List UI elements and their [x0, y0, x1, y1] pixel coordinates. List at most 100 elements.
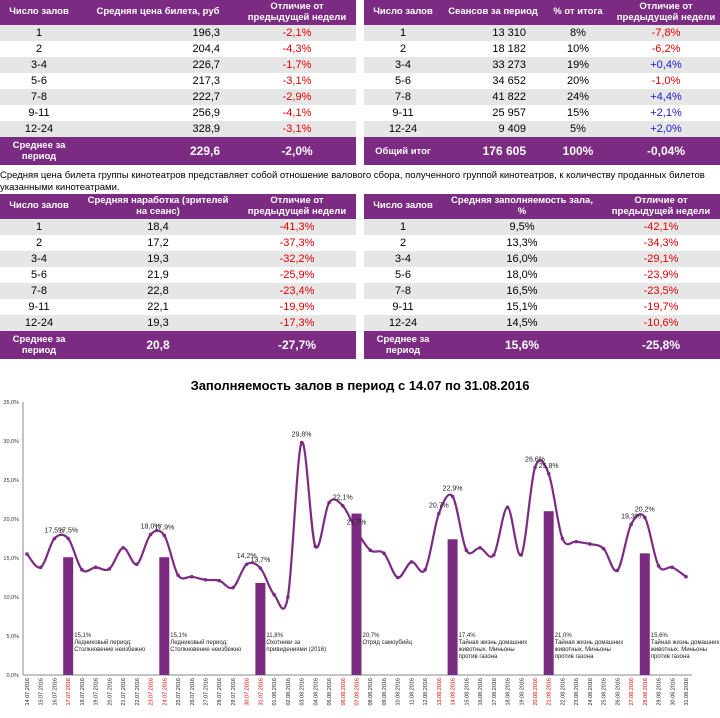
- table-row: 9-11 25 957 15% +2,1%: [364, 105, 720, 121]
- x-tick-label: 09.08.2016: [382, 678, 388, 706]
- table-row: 7-8 22,8 -23,4%: [0, 283, 356, 299]
- table-cell: 13,3%: [442, 235, 602, 251]
- point-label: 17,5%: [58, 528, 78, 535]
- table-row: 2 13,3% -34,3%: [364, 235, 720, 251]
- data-point: [286, 595, 290, 599]
- table-cell: 22,8: [78, 283, 238, 299]
- table-cell: 19,3: [78, 315, 238, 331]
- release-title: Ледниковый период: Столкновение неизбежно: [74, 639, 146, 653]
- table-cell: -19,7%: [602, 299, 720, 315]
- table-cell: 9-11: [364, 299, 442, 315]
- data-point: [327, 500, 331, 505]
- x-tick-label: 20.08.2016: [533, 678, 539, 706]
- table-cell: 33 273: [442, 57, 544, 73]
- data-point: [52, 536, 57, 541]
- table-cell: 1: [0, 219, 78, 235]
- data-point: [162, 533, 167, 538]
- data-point: [601, 546, 606, 551]
- data-point: [491, 553, 496, 557]
- table-cell: -4,3%: [238, 41, 356, 57]
- avg-price-table: Число залов Средняя цена билета, руб Отл…: [0, 0, 356, 165]
- release-title-line: Тайная жизнь домашних: [555, 639, 624, 646]
- table-row: 3-4 33 273 19% +0,4%: [364, 57, 720, 73]
- point-label: 22,1%: [333, 495, 353, 502]
- data-point: [368, 548, 373, 552]
- table-row: 12-24 328,9 -3,1%: [0, 121, 356, 137]
- x-tick-label: 16.08.2016: [478, 678, 484, 706]
- release-value-label: 21,0%: [555, 633, 573, 639]
- data-point: [107, 567, 112, 571]
- table-cell: -34,3%: [602, 235, 720, 251]
- table-row: 7-8 222,7 -2,9%: [0, 89, 356, 105]
- total-row: Среднее за период 15,6% -25,8%: [364, 331, 720, 359]
- x-tick-label: 26.07.2016: [190, 678, 196, 706]
- total-cell: Среднее за период: [364, 331, 442, 359]
- col-header: Отличие от предыдущей недели: [612, 0, 720, 25]
- table-cell: -7,8%: [612, 25, 720, 41]
- table-cell: 14,5%: [442, 315, 602, 331]
- data-point: [313, 544, 318, 549]
- table-cell: 226,7: [78, 57, 238, 73]
- data-point: [135, 562, 139, 567]
- total-cell: 100%: [544, 137, 612, 165]
- data-point: [80, 567, 84, 572]
- table-cell: -32,2%: [238, 251, 356, 267]
- x-tick-label: 31.08.2016: [684, 678, 690, 706]
- table-cell: 196,3: [78, 25, 238, 41]
- x-tick-label: 18.08.2016: [506, 678, 512, 706]
- total-cell: -27,7%: [238, 331, 356, 359]
- total-cell: -0,04%: [612, 137, 720, 165]
- col-header: Отличие от предыдущей недели: [238, 0, 356, 25]
- data-point: [93, 565, 98, 570]
- table-cell: 16,5%: [442, 283, 602, 299]
- release-bar: [159, 557, 170, 675]
- x-tick-label: 25.07.2016: [176, 678, 182, 706]
- x-tick-label: 19.07.2016: [94, 678, 100, 706]
- x-tick-label: 27.07.2016: [203, 678, 209, 706]
- y-tick-label: 30,0%: [3, 439, 19, 445]
- data-point: [121, 546, 125, 550]
- table-cell: 18 182: [442, 41, 544, 57]
- x-tick-label: 14.07.2016: [25, 678, 31, 706]
- col-header: Число залов: [364, 194, 442, 219]
- data-point: [189, 574, 194, 579]
- col-header: % от итога: [544, 0, 612, 25]
- table-cell: 41 822: [442, 89, 544, 105]
- release-value-label: 15,1%: [74, 633, 92, 639]
- x-tick-label: 21.08.2016: [547, 678, 553, 706]
- table-cell: 12-24: [364, 315, 442, 331]
- table-row: 1 196,3 -2,1%: [0, 25, 356, 41]
- release-title-line: животных. Миньоны: [459, 647, 515, 653]
- x-tick-label: 29.07.2016: [231, 678, 237, 706]
- data-point: [217, 578, 222, 583]
- table-cell: 9-11: [0, 105, 78, 121]
- data-point: [25, 552, 29, 556]
- table-row: 5-6 34 652 20% -1,0%: [364, 73, 720, 89]
- release-title-line: Отряд самоубийц: [363, 639, 413, 646]
- table-row: 2 17,2 -37,3%: [0, 235, 356, 251]
- release-title-line: Ледниковый период:: [74, 639, 132, 646]
- data-point: [656, 564, 661, 568]
- table-row: 5-6 217,3 -3,1%: [0, 73, 356, 89]
- col-header: Сеансов за период: [442, 0, 544, 25]
- x-tick-label: 15.08.2016: [464, 678, 470, 706]
- x-tick-label: 27.08.2016: [629, 678, 635, 706]
- table-cell: 7-8: [0, 283, 78, 299]
- data-point: [478, 546, 482, 550]
- x-tick-label: 17.08.2016: [492, 678, 498, 706]
- x-tick-label: 12.08.2016: [423, 678, 429, 706]
- x-tick-label: 07.08.2016: [355, 678, 361, 706]
- data-point: [244, 562, 249, 567]
- x-tick-label: 01.08.2016: [272, 678, 278, 706]
- table-row: 7-8 16,5% -23,5%: [364, 283, 720, 299]
- release-title-line: против газона: [459, 654, 498, 660]
- col-header: Отличие от предыдущей недели: [238, 194, 356, 219]
- point-label: 25,8%: [539, 463, 559, 470]
- release-value-label: 15,6%: [651, 633, 669, 639]
- total-cell: Общий итог: [364, 137, 442, 165]
- total-cell: 15,6%: [442, 331, 602, 359]
- y-tick-label: 20,0%: [3, 517, 19, 523]
- x-tick-label: 23.07.2016: [149, 678, 155, 706]
- data-point: [409, 560, 414, 564]
- x-tick-label: 30.08.2016: [670, 678, 676, 706]
